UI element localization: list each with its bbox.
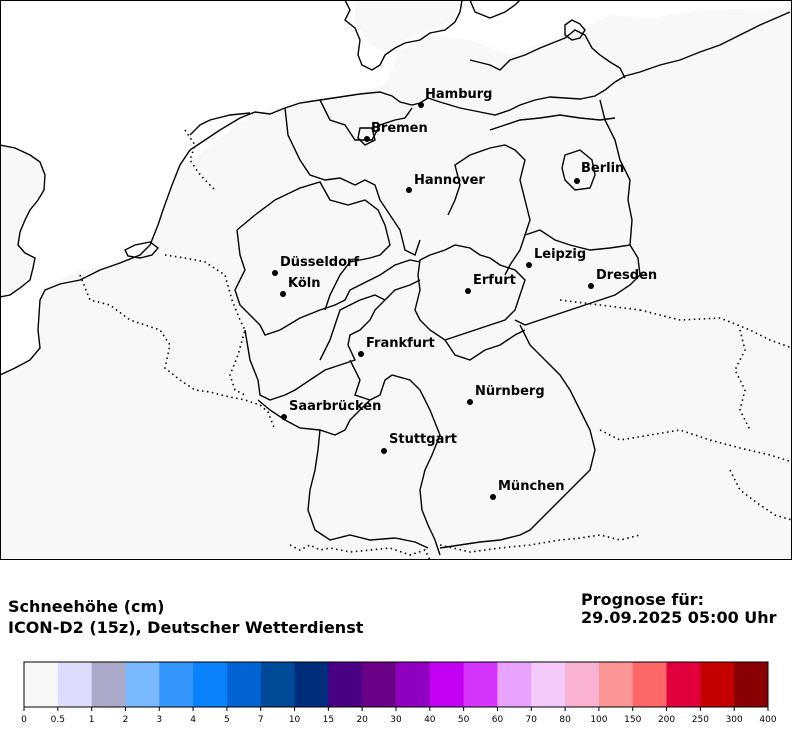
city-dot-bremen	[364, 136, 370, 142]
city-label-muenchen: München	[498, 479, 564, 494]
city-dot-saarbruecken	[281, 414, 287, 420]
colorbar-tick-label: 15	[323, 715, 334, 725]
colorbar-segment	[598, 662, 634, 707]
colorbar-tick-label: 4	[190, 715, 196, 725]
forecast-label: Prognose für:	[581, 590, 705, 609]
colorbar-segment	[531, 662, 566, 707]
forecast-time: 29.09.2025 05:00 Uhr	[581, 608, 777, 627]
city-dot-frankfurt	[358, 351, 364, 357]
colorbar-segment	[396, 662, 431, 707]
variable-title: Schneehöhe (cm)	[8, 597, 165, 616]
colorbar-frame	[23, 661, 769, 708]
colorbar-segment	[159, 662, 194, 707]
colorbar-tick-label: 30	[390, 715, 402, 725]
model-subtitle: ICON-D2 (15z), Deutscher Wetterdienst	[8, 618, 364, 637]
city-dot-stuttgart	[381, 448, 387, 454]
land-area-north	[355, 0, 460, 55]
colorbar-tick-label: 80	[559, 715, 571, 725]
coastlines	[0, 0, 791, 376]
city-label-leipzig: Leipzig	[534, 247, 586, 262]
colorbar-segment	[260, 662, 296, 707]
city-dot-leipzig	[526, 262, 532, 268]
colorbar-tick-label: 400	[759, 715, 776, 725]
country-borders	[79, 129, 792, 560]
colorbar-segment	[463, 662, 498, 707]
colorbar-segment	[666, 662, 701, 707]
colorbar-tick-label: 100	[590, 715, 607, 725]
colorbar-tick-label: 60	[492, 715, 504, 725]
colorbar-segment	[362, 662, 397, 707]
colorbar-tick-label: 10	[289, 715, 301, 725]
city-label-berlin: Berlin	[581, 161, 624, 176]
colorbar-tick-label: 7	[258, 715, 264, 725]
city-label-bremen: Bremen	[371, 121, 428, 136]
colorbar-tick-label: 2	[123, 715, 129, 725]
city-dot-koeln	[280, 291, 286, 297]
land-area	[0, 0, 792, 560]
city-label-koeln: Köln	[288, 276, 321, 291]
city-dot-dresden	[588, 283, 594, 289]
colorbar-segment	[429, 662, 465, 707]
colorbar-segment	[734, 662, 769, 707]
colorbar-tick-label: 20	[356, 715, 368, 725]
city-label-hamburg: Hamburg	[425, 87, 492, 102]
city-markers: Hamburg Bremen Berlin Hannover Düsseldor…	[272, 87, 657, 500]
city-dot-hamburg	[418, 102, 424, 108]
city-dot-duesseldorf	[272, 270, 278, 276]
colorbar-legend: 0 0.5 1 2 3 4 5 7 10 15 20 30 40 50 60 70 80 100 150 200 250…	[21, 661, 777, 725]
colorbar-tick-label: 0.5	[51, 715, 65, 725]
colorbar-segment	[57, 662, 93, 707]
colorbar-segment	[565, 662, 600, 707]
city-dot-erfurt	[465, 288, 471, 294]
colorbar-tick-label: 5	[224, 715, 230, 725]
colorbar-ticks: 0 0.5 1 2 3 4 5 7 10 15 20 30 40 50 60 70 80 100 150 200 250…	[21, 707, 777, 725]
colorbar-tick-label: 1	[89, 715, 95, 725]
city-label-duesseldorf: Düsseldorf	[280, 255, 359, 270]
colorbar-segment	[91, 662, 126, 707]
colorbar-tick-label: 200	[658, 715, 675, 725]
colorbar-segment	[632, 662, 668, 707]
colorbar-tick-label: 70	[526, 715, 538, 725]
colorbar-tick-label: 50	[458, 715, 470, 725]
colorbar-tick-label: 0	[21, 715, 27, 725]
colorbar-tick-label: 150	[624, 715, 641, 725]
forecast-info: Prognose für: 29.09.2025 05:00 Uhr	[581, 591, 777, 627]
colorbar-segment	[497, 662, 532, 707]
city-label-frankfurt: Frankfurt	[366, 336, 435, 351]
colorbar-tick-label: 250	[692, 715, 709, 725]
city-label-stuttgart: Stuttgart	[389, 432, 457, 447]
city-dot-hannover	[406, 187, 412, 193]
colorbar-segments	[24, 662, 769, 707]
city-label-nuernberg: Nürnberg	[475, 384, 545, 399]
colorbar-segment	[125, 662, 160, 707]
colorbar-segment	[294, 662, 329, 707]
colorbar-segment	[700, 662, 735, 707]
snow-depth-map: Hamburg Bremen Berlin Hannover Düsseldor…	[0, 0, 792, 560]
colorbar-segment	[328, 662, 363, 707]
colorbar-segment	[226, 662, 262, 707]
city-label-dresden: Dresden	[596, 268, 657, 283]
colorbar-tick-label: 40	[424, 715, 436, 725]
city-label-hannover: Hannover	[414, 173, 485, 188]
city-dot-muenchen	[490, 494, 496, 500]
city-dot-berlin	[574, 178, 580, 184]
city-dot-nuernberg	[467, 399, 473, 405]
map-title: Schneehöhe (cm) ICON-D2 (15z), Deutscher…	[8, 596, 363, 638]
colorbar-tick-label: 300	[726, 715, 743, 725]
state-borders	[234, 99, 641, 556]
colorbar-segment	[193, 662, 228, 707]
city-label-saarbruecken: Saarbrücken	[289, 399, 381, 414]
colorbar-segment	[24, 662, 59, 707]
colorbar-tick-label: 3	[156, 715, 162, 725]
city-label-erfurt: Erfurt	[473, 273, 516, 288]
land-area-west	[0, 145, 45, 298]
